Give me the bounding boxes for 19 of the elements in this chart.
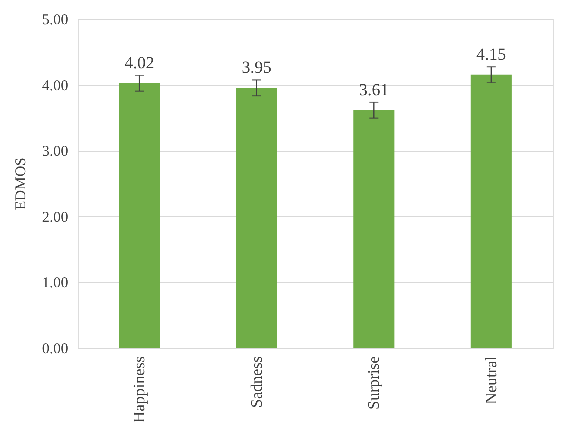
bar <box>236 88 278 348</box>
y-tick-label: 0.00 <box>42 342 68 358</box>
data-label: 4.15 <box>476 45 506 64</box>
y-tick-label: 1.00 <box>42 276 68 292</box>
bar <box>470 74 512 348</box>
x-tick-label: Happiness <box>132 356 149 424</box>
y-tick-label: 2.00 <box>42 210 68 226</box>
bar <box>119 83 160 348</box>
x-tick-label: Sadness <box>248 356 266 408</box>
y-tick-label: 5.00 <box>42 12 68 28</box>
y-tick-label: 3.00 <box>42 144 68 160</box>
data-label: 3.61 <box>359 80 390 100</box>
y-axis-title: EDMOS <box>13 158 30 210</box>
x-tick-label: Neutral <box>483 356 500 404</box>
data-label: 4.02 <box>124 54 154 73</box>
y-tick-label: 4.00 <box>42 78 68 94</box>
data-label: 3.95 <box>242 58 272 78</box>
bar <box>354 110 395 348</box>
x-tick-label: Surprise <box>366 356 384 410</box>
